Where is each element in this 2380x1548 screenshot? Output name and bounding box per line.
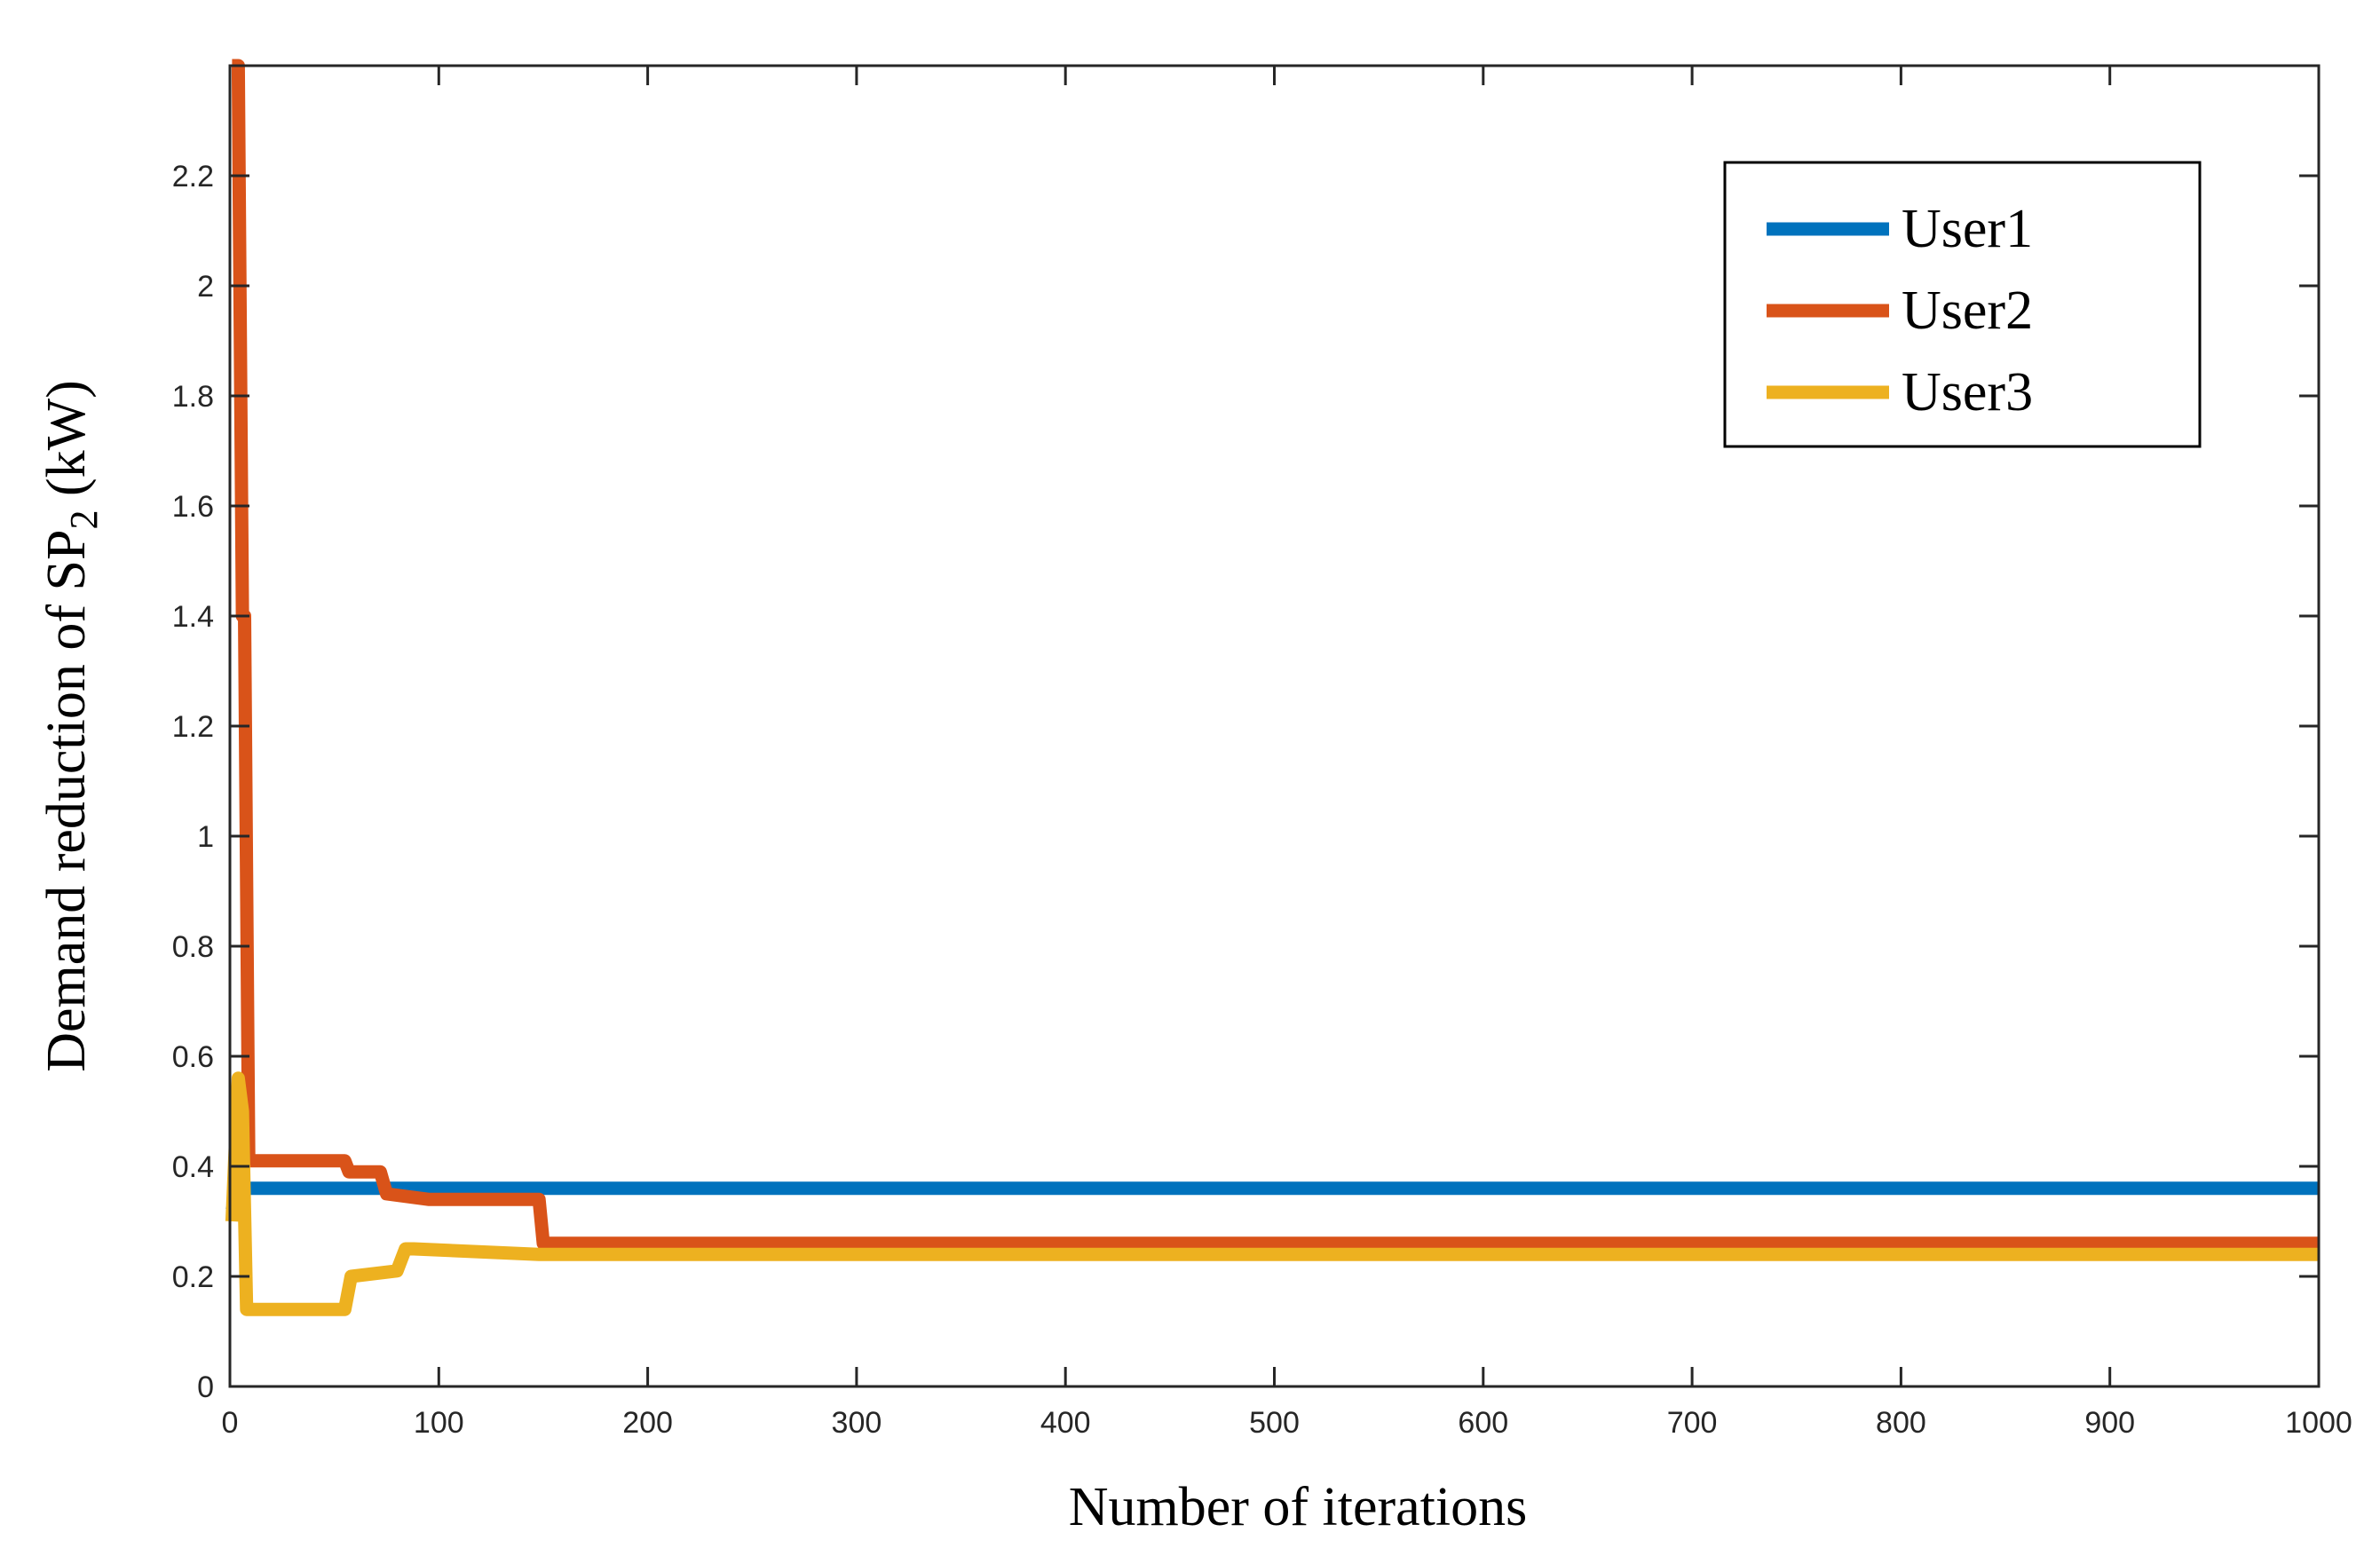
y-tick-label: 1.6 [172, 490, 214, 524]
y-tick-label: 2.2 [172, 160, 214, 194]
y-axis: 0 0.2 0.4 0.6 0.8 1 1.2 1.4 1.6 1.8 2 2.2 [172, 160, 2319, 1404]
legend-label: User3 [1902, 362, 2033, 423]
x-tick-label: 800 [1876, 1406, 1926, 1440]
x-tick-label: 200 [622, 1406, 673, 1440]
y-axis-label-subscript: 2 [62, 510, 106, 530]
legend-label: User1 [1902, 199, 2033, 259]
x-tick-label: 100 [414, 1406, 464, 1440]
y-tick-label: 0.2 [172, 1260, 214, 1294]
legend-label: User2 [1902, 280, 2033, 341]
y-tick-label: 0.6 [172, 1040, 214, 1074]
y-tick-label: 1.4 [172, 600, 214, 634]
x-tick-label: 0 [222, 1406, 239, 1440]
x-tick-label: 300 [832, 1406, 882, 1440]
x-tick-label: 1000 [2285, 1406, 2352, 1440]
x-tick-label: 700 [1667, 1406, 1718, 1440]
y-tick-label: 2 [197, 270, 214, 304]
y-tick-label: 0.4 [172, 1150, 214, 1184]
y-axis-label-main: Demand reduction of SP [36, 530, 97, 1072]
series-line-3 [225, 1071, 2319, 1316]
y-tick-label: 1.8 [172, 380, 214, 414]
y-tick-label: 0 [197, 1370, 214, 1404]
y-axis-label: Demand reduction of SP2 (kW) [36, 380, 106, 1072]
x-tick-label: 600 [1458, 1406, 1508, 1440]
x-tick-label: 400 [1040, 1406, 1091, 1440]
x-tick-label: 500 [1249, 1406, 1300, 1440]
legend-items: User1 User2 User3 [1767, 199, 2033, 423]
x-tick-label: 900 [2084, 1406, 2135, 1440]
legend: User1 User2 User3 [1723, 161, 2202, 448]
y-axis-label-unit: (kW) [36, 380, 97, 509]
x-axis: 0 100 200 300 400 500 600 700 800 900 1000 [222, 66, 2352, 1440]
y-tick-label: 1 [197, 820, 214, 854]
y-tick-label: 0.8 [172, 930, 214, 964]
x-axis-label: Number of iterations [1069, 1477, 1528, 1537]
y-tick-label: 1.2 [172, 710, 214, 744]
